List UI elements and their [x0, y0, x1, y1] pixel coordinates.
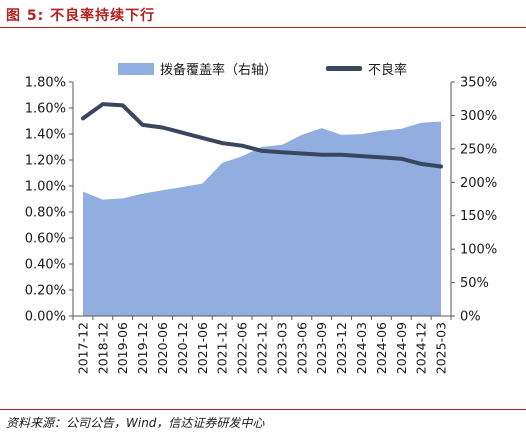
x-tick-label: 2021-12 [215, 322, 230, 374]
legend-label-provision: 拨备覆盖率（右轴） [160, 63, 278, 78]
y-left-tick-label: 1.60% [25, 102, 66, 117]
x-tick-label: 2018-12 [95, 322, 110, 374]
y-left-tick-label: 1.00% [25, 180, 66, 195]
source-rule [0, 409, 526, 410]
y-left-tick-label: 0.00% [25, 310, 66, 325]
x-tick-label: 2024-06 [374, 322, 389, 374]
source-note: 资料来源：公司公告，Wind，信达证券研发中心 [6, 416, 265, 430]
y-left-tick-label: 0.80% [25, 206, 66, 221]
legend-item-npl: 不良率 [326, 59, 407, 78]
figure-label: 图 5: [6, 8, 45, 24]
y-right-tick-label: 150% [460, 209, 497, 224]
x-tick-label: 2022-06 [235, 322, 250, 374]
y-right-tick-label: 50% [460, 276, 489, 291]
y-left-tick-label: 0.60% [25, 232, 66, 247]
x-tick-label: 2020-06 [155, 322, 170, 374]
x-tick-label: 2025-03 [434, 322, 449, 374]
x-tick-label: 2023-03 [274, 322, 289, 374]
x-tick-label: 2020-12 [175, 322, 190, 374]
x-tick-label: 2023-09 [314, 322, 329, 374]
x-tick-label: 2023-06 [294, 322, 309, 374]
title-rule [0, 27, 526, 28]
legend-swatch-area [118, 62, 154, 75]
x-tick-label: 2024-12 [414, 322, 429, 374]
legend-swatch-line [326, 66, 362, 71]
figure-title-text: 不良率持续下行 [50, 8, 156, 24]
y-left-tick-label: 1.40% [25, 128, 66, 143]
y-right-tick-label: 300% [460, 109, 497, 124]
chart: 0.00% 0.20% 0.40% 0.60% 0.80% 1.00% 1.20% 1.40%… [25, 76, 497, 375]
x-tick-label: 2019-06 [115, 322, 130, 374]
y-right-tick-label: 100% [460, 243, 497, 258]
x-tick-label: 2022-12 [255, 322, 270, 374]
y-left-tick-label: 0.20% [25, 284, 66, 299]
legend-label-npl: 不良率 [368, 63, 408, 78]
y-left-tick-label: 1.20% [25, 154, 66, 169]
legend: 拨备覆盖率（右轴） 不良率 [0, 59, 526, 79]
x-tick-label: 2023-12 [334, 322, 349, 374]
x-tick-label: 2024-03 [354, 322, 369, 374]
x-tick-label: 2017-12 [75, 322, 90, 374]
x-tick-label: 2021-06 [195, 322, 210, 374]
y-right-tick-label: 200% [460, 176, 497, 191]
x-tick-label: 2024-09 [394, 322, 409, 374]
area-series-provision [82, 121, 442, 317]
legend-item-provision: 拨备覆盖率（右轴） [118, 59, 277, 78]
figure-title: 图 5: 不良率持续下行 [6, 5, 155, 25]
x-tick-label: 2019-12 [135, 322, 150, 374]
y-right-tick-label: 0% [460, 310, 481, 325]
y-left-tick-label: 0.40% [25, 258, 66, 273]
y-left-tick-label: 1.80% [25, 76, 66, 91]
y-right-tick-label: 350% [460, 76, 497, 91]
y-right-tick-label: 250% [460, 142, 497, 157]
